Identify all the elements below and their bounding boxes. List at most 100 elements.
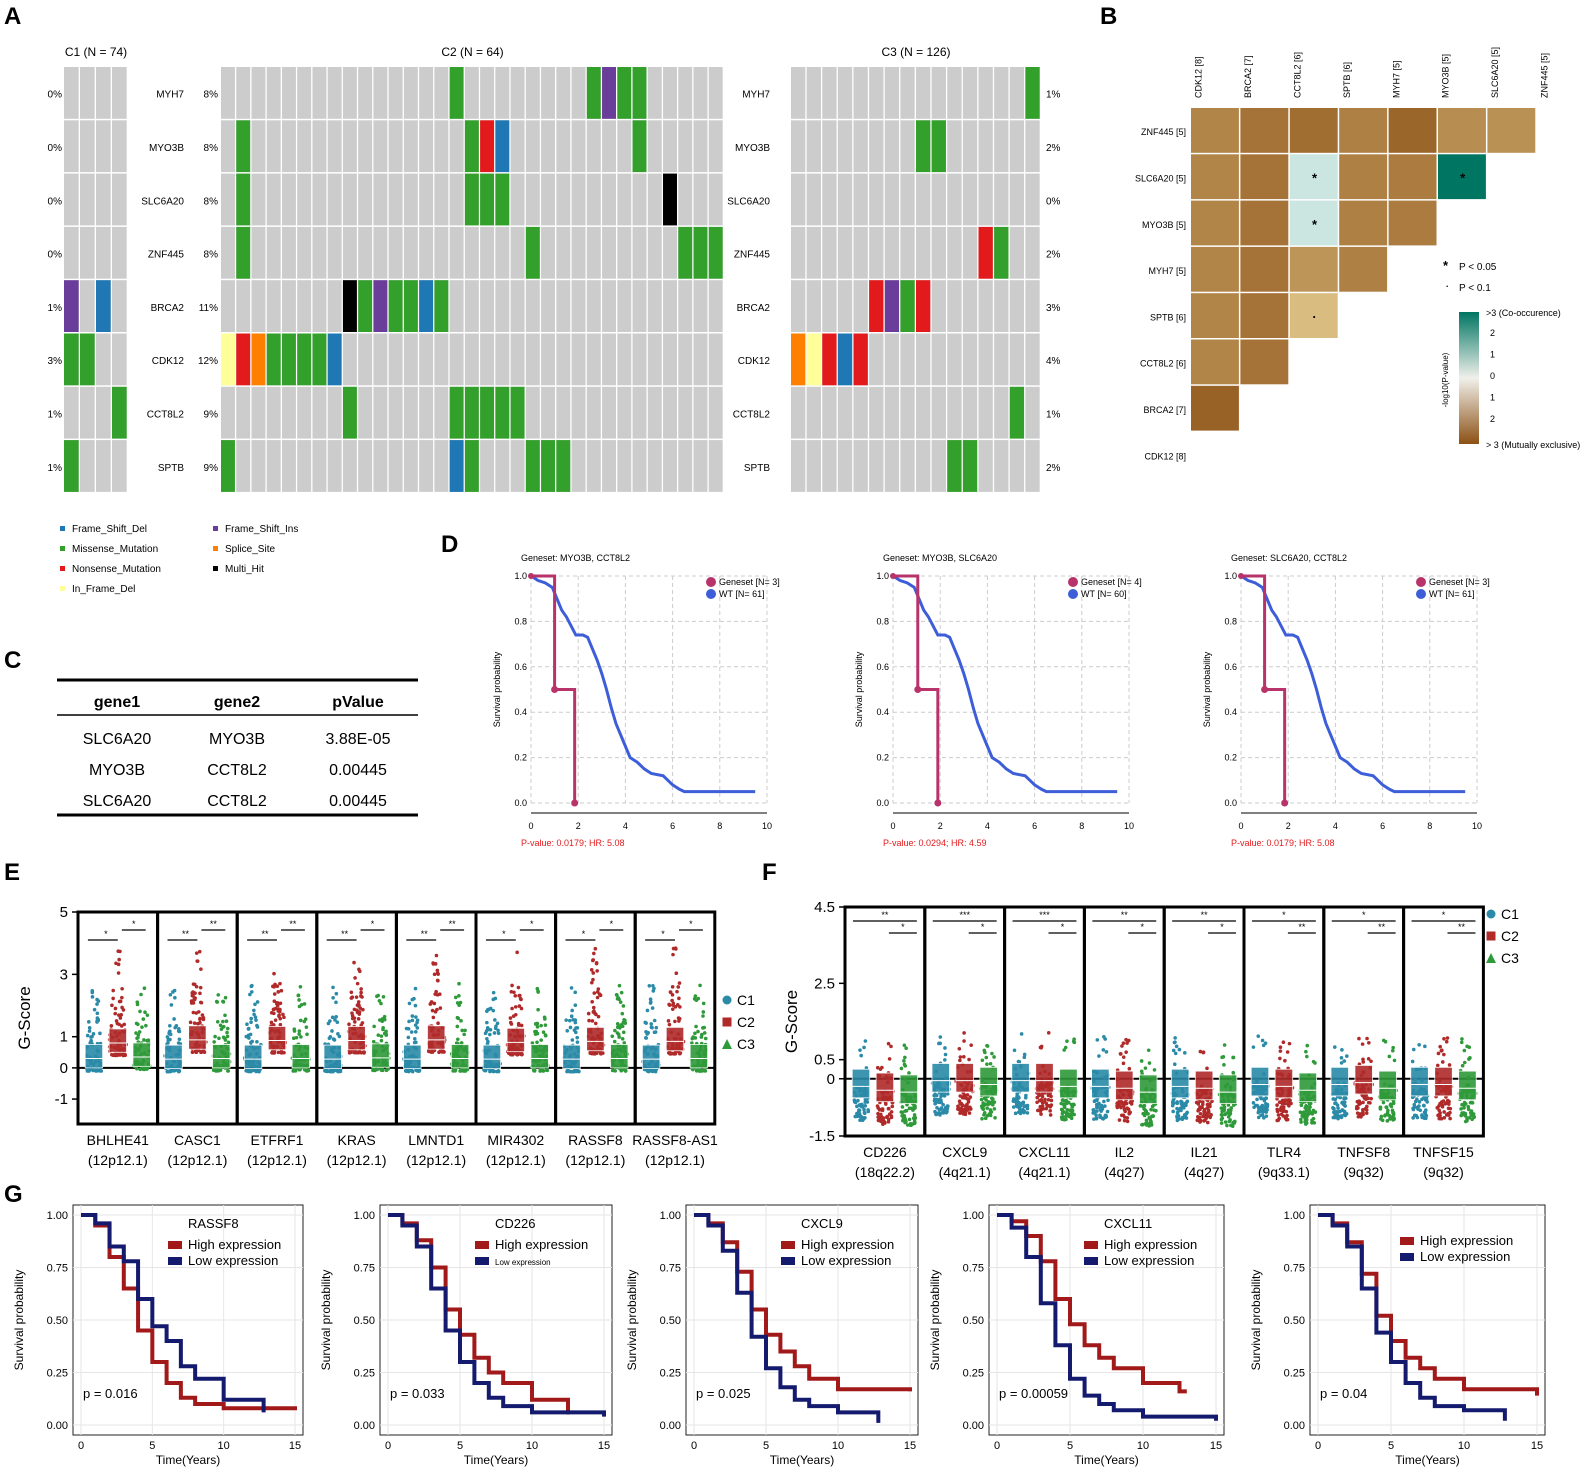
data-point (458, 1069, 462, 1073)
data-point (200, 1013, 205, 1017)
oncoplot-cell (791, 120, 806, 173)
data-point (596, 987, 601, 991)
data-point (386, 1067, 390, 1071)
oncoplot-cell (434, 440, 449, 492)
data-point (880, 1107, 884, 1111)
data-point (990, 1051, 994, 1056)
data-point (623, 1021, 628, 1025)
data-point (879, 1117, 884, 1122)
data-point (462, 1069, 466, 1073)
data-point (1195, 1114, 1200, 1119)
oncoplot-cell (853, 67, 868, 119)
data-point (644, 1036, 648, 1040)
data-point (190, 993, 195, 998)
data-point (982, 1048, 987, 1053)
data-point (1440, 1060, 1445, 1064)
mutation-cell (556, 440, 571, 492)
oncoplot-cell (64, 173, 79, 226)
mutation-cell (495, 173, 510, 226)
data-point (1095, 1109, 1099, 1113)
mutation-cell (388, 280, 403, 332)
oncoplot-cell (236, 280, 251, 332)
data-point (250, 990, 254, 994)
oncoplot-cell (602, 173, 617, 226)
data-point (620, 1011, 625, 1016)
data-point (886, 1106, 891, 1111)
data-point (1102, 1034, 1106, 1039)
sig-label: * (582, 929, 586, 939)
oncoplot-cell (388, 67, 403, 119)
data-point (1205, 1120, 1210, 1125)
data-point (1228, 1118, 1232, 1122)
data-point (1018, 1107, 1022, 1112)
gene-label: CCT8L2 (147, 409, 185, 420)
data-point (1152, 1068, 1157, 1072)
interaction-cell (1289, 200, 1338, 246)
data-point (453, 995, 458, 1000)
oncoplot-cell (358, 67, 373, 119)
mutation-cell (962, 440, 978, 492)
data-point (1102, 1099, 1106, 1104)
locus-label: (9q32) (1423, 1164, 1463, 1180)
data-point (1365, 1104, 1369, 1109)
data-point (668, 990, 673, 994)
pct-label: 2% (1046, 250, 1061, 261)
legend-marker (1486, 953, 1496, 963)
oncoplot-cell (510, 226, 525, 279)
data-point (277, 1014, 281, 1019)
legend-swatch (168, 1241, 182, 1249)
pct-label: 2% (1046, 463, 1061, 474)
oncoplot-cell (112, 440, 127, 492)
data-point (1447, 1063, 1452, 1067)
p-value: p = 0.033 (390, 1386, 445, 1401)
data-point (617, 983, 622, 988)
mutation-cell (495, 120, 510, 173)
oncoplot-cell (80, 280, 95, 332)
interaction-cell (1487, 108, 1536, 153)
data-point (862, 1110, 867, 1115)
data-point (990, 1096, 994, 1101)
data-point (255, 1025, 260, 1029)
data-point (1424, 1108, 1428, 1112)
data-point (458, 1000, 463, 1005)
subpanel-frame (76, 910, 160, 1126)
data-point (456, 1037, 460, 1042)
mutation-cell (464, 386, 479, 439)
data-point (496, 1031, 501, 1036)
data-point (1048, 1109, 1052, 1113)
legend-swatch (213, 526, 218, 531)
oncoplot-cell (931, 440, 946, 492)
censor-mark (914, 686, 922, 693)
oncoplot-cell (837, 226, 853, 279)
data-point (1019, 1032, 1024, 1036)
data-point (292, 1068, 297, 1073)
data-point (519, 1052, 524, 1057)
data-point (981, 1107, 986, 1112)
data-point (1219, 1106, 1224, 1110)
data-point (1121, 1061, 1126, 1066)
interaction-cell (1438, 108, 1486, 153)
table-cell: MYO3B (89, 762, 145, 779)
data-point (1262, 1097, 1266, 1101)
data-point (983, 1116, 988, 1121)
data-point (410, 997, 415, 1002)
data-point (1340, 1108, 1345, 1112)
oncoplot-cell (541, 173, 556, 226)
mutation-cell (312, 333, 327, 386)
data-point (1046, 1098, 1051, 1102)
data-point (889, 1044, 893, 1049)
data-point (1365, 1036, 1369, 1041)
oncoplot-cell (962, 280, 978, 332)
data-point (432, 972, 437, 977)
mutation-cell (266, 333, 281, 386)
panel-label: B (1100, 3, 1117, 30)
oncoplot-cell (994, 173, 1009, 226)
data-point (1046, 1031, 1051, 1035)
data-point (252, 1008, 256, 1013)
data-point (1412, 1105, 1417, 1109)
box (291, 1044, 311, 1069)
sig-label: ** (182, 929, 190, 939)
data-point (1361, 1057, 1365, 1062)
table-cell: MYO3B (209, 731, 265, 748)
p-value: P-value: 0.0179; HR: 5.08 (521, 838, 625, 848)
